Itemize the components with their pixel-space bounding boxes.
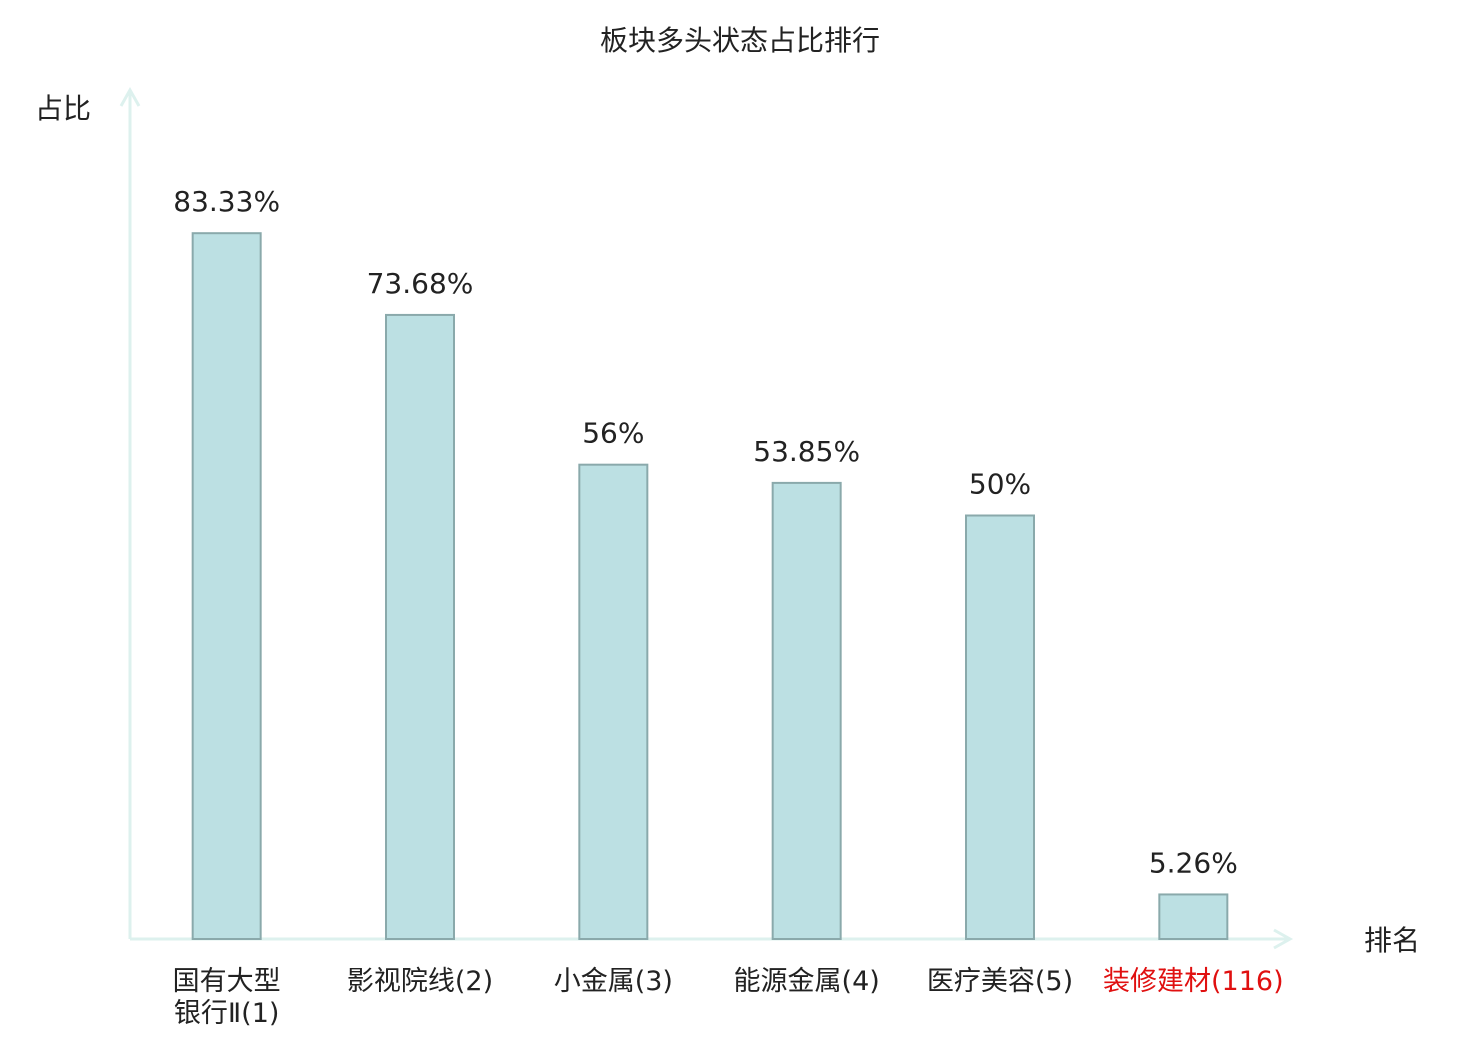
value-label: 83.33% [173, 185, 280, 218]
y-axis-arrow [119, 86, 141, 107]
x-tick-label: 小金属(3) [553, 966, 673, 997]
bar [965, 514, 1035, 940]
bar [578, 463, 649, 940]
y-axis-label: 占比 [35, 92, 91, 125]
x-axis-label: 排名 [1364, 924, 1420, 957]
x-tick-label: 装修建材(116) [1103, 966, 1284, 997]
value-label: 5.26% [1149, 846, 1238, 879]
x-tick-label: 医疗美容(5) [926, 966, 1074, 997]
value-label: 56% [582, 417, 644, 450]
value-label: 73.68% [367, 267, 474, 300]
value-label: 50% [969, 468, 1031, 501]
x-axis-arrow [1273, 928, 1294, 950]
value-label: 53.85% [753, 435, 860, 468]
x-tick-label: 能源金属(4) [733, 966, 880, 997]
bar [191, 232, 262, 941]
chart-title: 板块多头状态占比排行 [600, 24, 880, 57]
bar [771, 481, 842, 940]
bar [1158, 893, 1229, 941]
x-tick-label: 国有大型 银行Ⅱ(1) [172, 966, 281, 1029]
bar [385, 313, 455, 940]
x-tick-label: 影视院线(2) [346, 966, 494, 997]
